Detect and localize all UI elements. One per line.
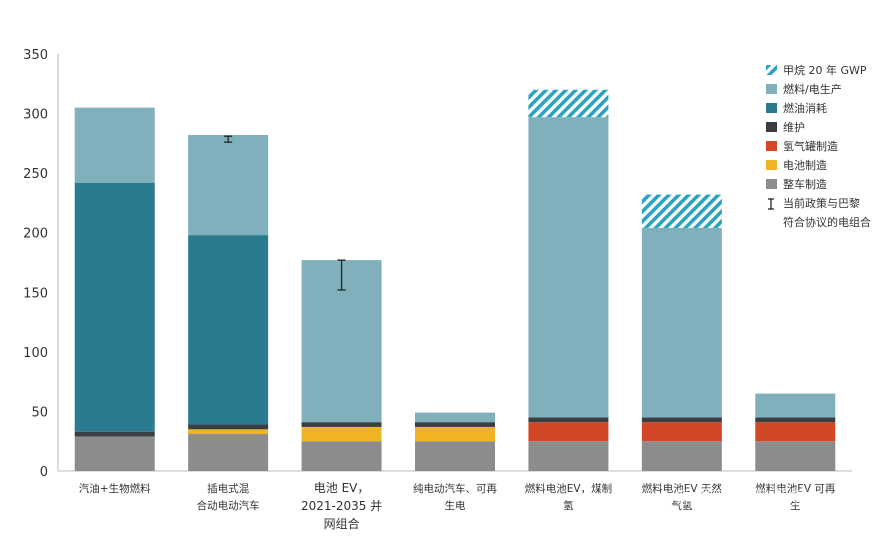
x-category-label: 电池 EV， 2021-2035 并网组合 bbox=[301, 481, 382, 531]
legend-label: 甲烷 20 年 GWP bbox=[783, 63, 867, 77]
bar-segment bbox=[528, 117, 609, 418]
bar-segment bbox=[188, 434, 269, 471]
legend-marker bbox=[766, 179, 777, 189]
legend: 甲烷 20 年 GWP 燃料/电生产燃油消耗维护氢气罐制造电池制造整车制造当前政策… bbox=[766, 63, 871, 229]
x-category-label: 燃料电池EV 天然气氢 bbox=[642, 482, 723, 512]
legend-marker bbox=[766, 65, 777, 75]
bar-segment bbox=[415, 441, 495, 471]
legend-label: 整车制造 bbox=[783, 177, 827, 191]
bar-segment bbox=[301, 422, 382, 427]
error-bar bbox=[224, 135, 233, 143]
bar-segment bbox=[188, 424, 269, 430]
bar-segment bbox=[755, 393, 836, 418]
bar-segment bbox=[415, 412, 495, 423]
y-tick-label: 350 bbox=[23, 48, 48, 63]
legend-item: 整车制造 bbox=[766, 177, 827, 191]
bar-segment bbox=[641, 227, 722, 418]
bar-segment bbox=[415, 422, 495, 427]
x-category-label: 燃料电池EV，煤制氢 bbox=[525, 482, 612, 512]
bar-segment bbox=[528, 89, 609, 118]
watermarks: 知乎 @一叶孤城 搜狐号@陕普家 bbox=[676, 487, 857, 528]
legend-item: 甲烷 20 年 GWP bbox=[766, 63, 867, 77]
legend-item: 氢气罐制造 bbox=[766, 139, 838, 153]
y-tick-label: 50 bbox=[31, 405, 48, 420]
bar-segment bbox=[74, 182, 155, 432]
y-tick-label: 0 bbox=[40, 465, 48, 480]
bar-segment bbox=[528, 417, 609, 423]
error-bars-group bbox=[224, 135, 346, 291]
legend-marker bbox=[766, 160, 777, 170]
legend-marker bbox=[766, 84, 777, 94]
bar-segment bbox=[755, 422, 836, 442]
bar-segment bbox=[301, 426, 382, 442]
x-category-label: 汽油+生物燃料 bbox=[79, 482, 151, 495]
bar-segment bbox=[528, 441, 609, 471]
y-tick-label: 300 bbox=[23, 108, 48, 123]
x-category-label: 纯电动汽车、可再生电 bbox=[413, 482, 497, 512]
zhihu-watermark: 知乎 @一叶孤城 bbox=[676, 487, 808, 508]
legend-label: 氢气罐制造 bbox=[783, 139, 838, 153]
bar-segment bbox=[641, 422, 722, 442]
legend-label: 当前政策与巴黎符合协议的电组合 bbox=[783, 196, 871, 229]
bar-segment bbox=[74, 431, 155, 437]
legend-marker bbox=[766, 103, 777, 113]
x-category-label: 插电式混合动电动汽车 bbox=[197, 482, 260, 512]
bar-segment bbox=[74, 436, 155, 471]
bar-segment bbox=[188, 135, 269, 236]
bar-segment bbox=[415, 426, 495, 442]
error-bar bbox=[337, 259, 346, 291]
legend-item: 维护 bbox=[766, 120, 805, 134]
bar-segment bbox=[755, 441, 836, 471]
legend-item: 燃油消耗 bbox=[766, 101, 827, 115]
x-axis-labels: 汽油+生物燃料 插电式混合动电动汽车 电池 EV， 2021-2035 并网组合 纯电动… bbox=[79, 481, 836, 531]
legend-label: 燃油消耗 bbox=[783, 101, 827, 115]
sohu-watermark: 搜狐号@陕普家 bbox=[752, 510, 857, 528]
y-tick-label: 200 bbox=[23, 227, 48, 242]
legend-marker bbox=[766, 141, 777, 151]
bar-segment bbox=[301, 441, 382, 471]
bar-segment bbox=[641, 194, 722, 228]
y-tick-label: 100 bbox=[23, 346, 48, 361]
x-category-label: 燃料电池EV 可再生 bbox=[755, 482, 836, 512]
bar-segment bbox=[188, 235, 269, 425]
bar-segment bbox=[188, 429, 269, 435]
bar-segment bbox=[74, 107, 155, 183]
legend-item: 当前政策与巴黎符合协议的电组合 bbox=[768, 196, 871, 229]
legend-label: 燃料/电生产 bbox=[783, 82, 842, 96]
legend-item: 电池制造 bbox=[766, 158, 827, 172]
legend-label: 维护 bbox=[783, 120, 805, 134]
bars-group bbox=[74, 89, 836, 471]
bar-segment bbox=[641, 441, 722, 471]
y-tick-label: 250 bbox=[23, 167, 48, 182]
bar-segment bbox=[755, 417, 836, 423]
legend-marker bbox=[766, 122, 777, 132]
legend-item: 燃料/电生产 bbox=[766, 82, 842, 96]
y-tick-label: 150 bbox=[23, 286, 48, 301]
bar-segment bbox=[528, 422, 609, 442]
bar-segment bbox=[641, 417, 722, 423]
legend-label: 电池制造 bbox=[783, 158, 827, 172]
